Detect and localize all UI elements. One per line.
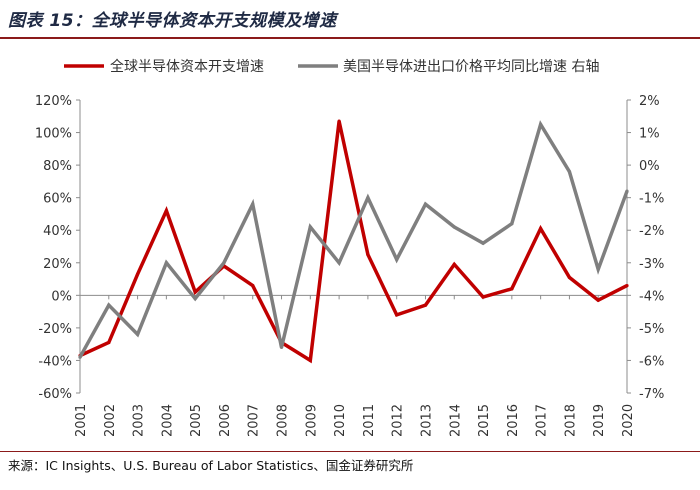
data-point [308,225,312,229]
y-left-tick-label: 80% [43,159,72,174]
y-right-tick-label: 2% [639,94,660,109]
x-tick-label: 2016 [506,404,521,437]
y-right-tick-label: -6% [639,354,664,369]
x-tick-label: 2012 [391,404,406,437]
data-point [510,222,514,226]
x-tick-label: 2002 [103,404,118,437]
x-tick-label: 2005 [189,404,204,437]
data-point [395,257,399,262]
data-point [481,241,485,245]
y-right-tick-label: 0% [639,159,660,174]
data-point [625,283,629,288]
data-point [625,189,629,193]
series-line-capex [79,120,628,364]
x-tick-label: 2007 [247,404,262,437]
y-left-tick-label: 20% [43,257,72,272]
x-tick-label: 2009 [304,404,319,437]
y-left-tick-label: -60% [38,387,72,402]
data-point [337,119,341,123]
y-left-tick-label: -40% [38,354,72,369]
data-point [510,287,514,291]
data-point [251,202,255,206]
y-right-tick-label: -5% [639,322,664,337]
data-point [222,261,226,265]
y-right-tick-label: -2% [639,224,664,239]
data-point [193,296,197,301]
y-right-tick-label: 1% [639,127,660,142]
data-point [337,261,341,265]
data-point [452,225,456,229]
data-point [481,295,485,299]
y-left-tick-label: -20% [38,322,72,337]
data-point [596,267,600,271]
x-tick-label: 2011 [362,404,377,437]
data-point [107,340,111,345]
figure-title: 图表 15：全球半导体资本开支规模及增速 [8,11,337,31]
data-point [423,202,428,206]
x-tick-label: 2006 [218,404,233,437]
data-point [135,332,140,336]
legend-label-capex: 全球半导体资本开支增速 [110,58,264,75]
title-divider [0,37,700,39]
y-left-tick-label: 100% [35,127,72,142]
x-tick-label: 2020 [621,404,636,437]
source-divider [0,451,700,452]
data-point [279,345,284,350]
data-point [107,303,111,307]
x-tick-label: 2014 [448,404,463,437]
y-right-tick-label: -7% [639,387,664,402]
y-left-tick-label: 0% [51,289,72,304]
series-line-price [78,120,629,359]
y-left-tick-label: 60% [43,192,72,207]
x-tick-label: 2008 [276,404,291,437]
data-point [366,253,370,257]
data-point [567,170,572,174]
data-point [366,196,370,200]
data-point [78,355,82,359]
data-point [567,275,572,280]
x-tick-label: 2004 [160,404,175,437]
data-point [251,283,255,288]
x-tick-label: 2015 [477,404,492,437]
data-point [135,272,140,276]
x-tick-label: 2010 [333,404,348,437]
data-point [164,261,168,265]
y-left-tick-label: 120% [35,94,72,109]
data-point [452,262,456,267]
x-tick-label: 2017 [535,404,550,437]
source-note: 来源：IC Insights、U.S. Bureau of Labor Stat… [8,458,414,473]
x-tick-label: 2001 [74,404,89,437]
x-tick-label: 2013 [419,404,434,437]
data-point [193,290,197,294]
legend-label-price: 美国半导体进出口价格平均同比增速 右轴 [343,59,599,75]
data-point [596,298,600,302]
data-point [539,122,543,127]
data-point [164,209,168,213]
y-left-tick-label: 40% [43,224,72,239]
y-right-tick-label: -4% [639,289,664,304]
x-tick-label: 2018 [563,404,578,437]
y-right-tick-label: -3% [639,257,664,272]
data-point [423,303,428,307]
x-tick-label: 2003 [132,404,147,437]
data-point [539,226,543,231]
y-right-tick-label: -1% [639,192,664,207]
data-point [395,313,399,317]
data-point [308,358,312,363]
x-tick-label: 2019 [592,404,607,437]
line-chart: -60% -40% -20% 0% 20% 40% 60% 80% 100% 120% -7% -6%… [35,58,665,437]
